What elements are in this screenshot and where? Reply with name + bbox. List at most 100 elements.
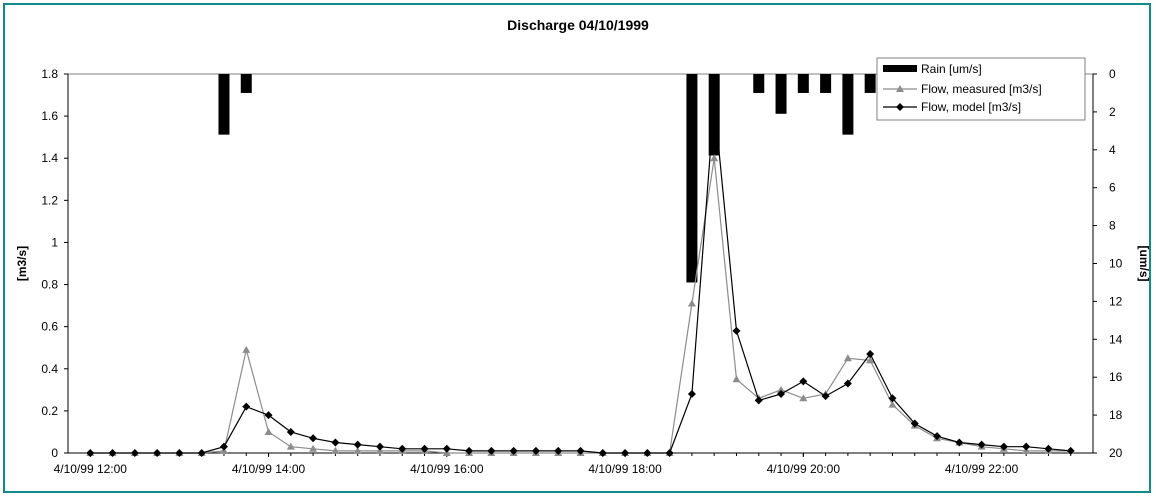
y2-tick-label: 16 — [1109, 370, 1123, 384]
y-tick-label: 0 — [51, 446, 58, 460]
measured-flow-point — [242, 345, 251, 353]
x-tick-label: 4/10/99 20:00 — [767, 462, 841, 476]
rain-bar — [708, 74, 720, 156]
legend-model-marker — [896, 103, 904, 111]
measured-flow-point — [353, 446, 362, 454]
model-flow-point — [933, 432, 942, 441]
y2-tick-label: 6 — [1109, 181, 1116, 195]
y-tick-label: 0.8 — [41, 278, 58, 292]
measured-flow-point — [286, 442, 295, 450]
y2-axis-label: [um/s] — [1137, 246, 1151, 282]
model-flow-point — [420, 444, 429, 453]
model-flow-point — [598, 449, 607, 457]
measured-flow-point — [331, 446, 340, 454]
model-flow-point — [465, 446, 474, 455]
model-flow-point — [175, 449, 184, 457]
x-tick-label: 4/10/99 16:00 — [410, 462, 484, 476]
model-flow-point — [999, 442, 1008, 451]
model-flow-point — [242, 402, 251, 411]
model-flow-point — [665, 449, 674, 457]
model-flow-point — [353, 440, 362, 449]
legend-measured-label: Flow, measured [m3/s] — [921, 82, 1042, 96]
rain-bar — [820, 74, 832, 93]
legend-rain-label: Rain [um/s] — [921, 62, 982, 76]
model-flow-point — [130, 449, 139, 457]
y-tick-label: 0.2 — [41, 404, 58, 418]
model-flow-point — [219, 442, 228, 451]
model-flow-point — [487, 446, 496, 455]
x-tick-label: 4/10/99 14:00 — [232, 462, 306, 476]
measured-flow-line — [90, 158, 1071, 454]
model-flow-point — [643, 449, 652, 457]
model-flow-point — [531, 446, 540, 455]
model-flow-point — [108, 449, 117, 457]
model-flow-point — [576, 446, 585, 455]
y2-tick-label: 10 — [1109, 257, 1123, 271]
model-flow-point — [621, 449, 630, 457]
y2-tick-label: 2 — [1109, 105, 1116, 119]
x-tick-label: 4/10/99 22:00 — [945, 462, 1019, 476]
legend-measured-marker — [896, 85, 904, 92]
measured-flow-point — [888, 400, 897, 408]
model-flow-point — [86, 449, 95, 457]
x-tick-label: 4/10/99 18:00 — [588, 462, 662, 476]
legend: Rain [um/s] Flow, measured [m3/s] Flow, mo… — [876, 57, 1086, 121]
rain-bar — [218, 74, 230, 135]
y2-tick-label: 12 — [1109, 294, 1123, 308]
model-flow-point — [843, 379, 852, 388]
y2-tick-label: 8 — [1109, 219, 1116, 233]
rain-bar — [775, 74, 787, 114]
model-flow-point — [888, 394, 897, 403]
model-flow-point — [442, 444, 451, 453]
model-flow-line — [90, 101, 1071, 454]
model-flow-point — [910, 419, 919, 428]
y2-tick-label: 0 — [1109, 67, 1116, 81]
model-flow-point — [554, 446, 563, 455]
rain-bar — [864, 74, 876, 93]
measured-flow-point — [687, 299, 696, 307]
rain-bar — [842, 74, 854, 135]
model-flow-point — [955, 438, 964, 447]
y2-tick-label: 18 — [1109, 408, 1123, 422]
model-flow-point — [799, 377, 808, 386]
model-flow-point — [264, 411, 273, 420]
model-flow-point — [309, 434, 318, 443]
model-flow-point — [777, 390, 786, 399]
measured-flow-point — [843, 354, 852, 362]
model-flow-point — [286, 427, 295, 436]
y-axis-label: [m3/s] — [15, 246, 29, 281]
model-flow-point — [197, 449, 206, 457]
rain-bar — [753, 74, 765, 93]
measured-flow-point — [264, 427, 273, 435]
measured-flow-point — [799, 394, 808, 402]
x-tick-label: 4/10/99 12:00 — [54, 462, 128, 476]
model-flow-point — [754, 396, 763, 405]
model-flow-point — [375, 442, 384, 451]
y-tick-label: 0.4 — [41, 362, 58, 376]
measured-flow-point — [866, 356, 875, 364]
y-tick-label: 1.4 — [41, 151, 58, 165]
y2-tick-label: 14 — [1109, 332, 1123, 346]
measured-flow-point — [309, 444, 318, 452]
y-tick-label: 1.6 — [41, 109, 58, 123]
rain-bar — [686, 74, 698, 283]
model-flow-point — [866, 350, 875, 359]
measured-flow-point — [777, 385, 786, 393]
measured-flow-point — [710, 154, 719, 162]
rain-bar — [240, 74, 252, 93]
y-tick-label: 1.2 — [41, 193, 58, 207]
y-tick-label: 1 — [51, 235, 58, 249]
model-flow-point — [1044, 444, 1053, 453]
chart-title: Discharge 04/10/1999 — [507, 17, 649, 33]
model-flow-point — [687, 390, 696, 399]
model-flow-point — [398, 444, 407, 453]
y2-tick-label: 20 — [1109, 446, 1123, 460]
model-flow-point — [977, 440, 986, 449]
measured-flow-point — [732, 375, 741, 383]
rain-bar — [797, 74, 809, 93]
legend-model-label: Flow, model [m3/s] — [921, 100, 1021, 114]
model-flow-point — [710, 97, 719, 106]
model-flow-point — [1066, 446, 1075, 455]
model-flow-point — [821, 392, 830, 401]
